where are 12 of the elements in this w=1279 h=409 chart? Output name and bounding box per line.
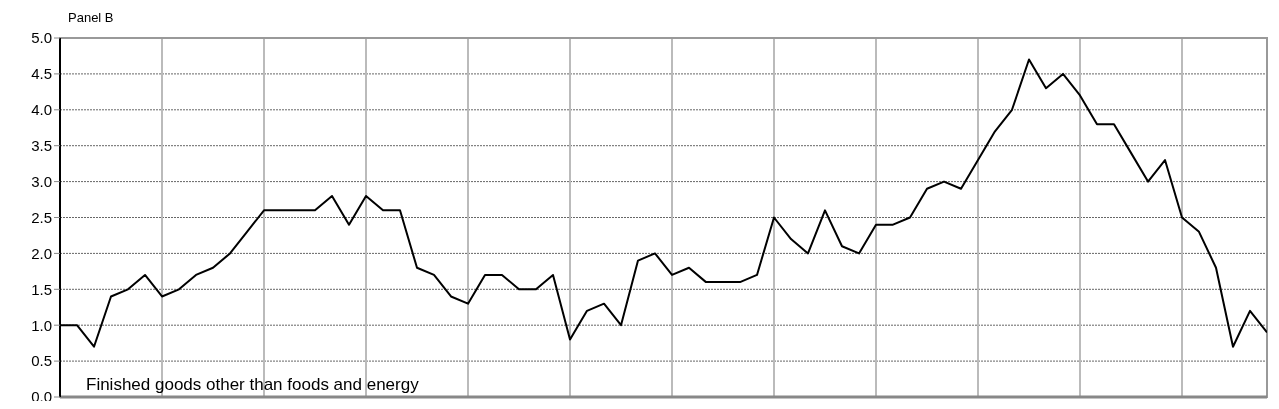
y-tick-label: 4.5 xyxy=(31,65,52,83)
y-tick-label: 2.0 xyxy=(31,244,52,262)
y-tick-label: 2.5 xyxy=(31,208,52,226)
y-tick-label: 3.0 xyxy=(31,172,52,190)
y-tick-label: 1.5 xyxy=(31,280,52,298)
y-tick-label: 4.0 xyxy=(31,101,52,119)
y-tick-label: 0.5 xyxy=(31,352,52,370)
annotation: Finished goods other than foods and energy xyxy=(86,375,419,395)
y-tick-label: 1.0 xyxy=(31,316,52,334)
chart-title: Panel B xyxy=(68,10,114,25)
y-tick-label: 3.5 xyxy=(31,137,52,155)
y-tick-label: 5.0 xyxy=(31,29,52,47)
